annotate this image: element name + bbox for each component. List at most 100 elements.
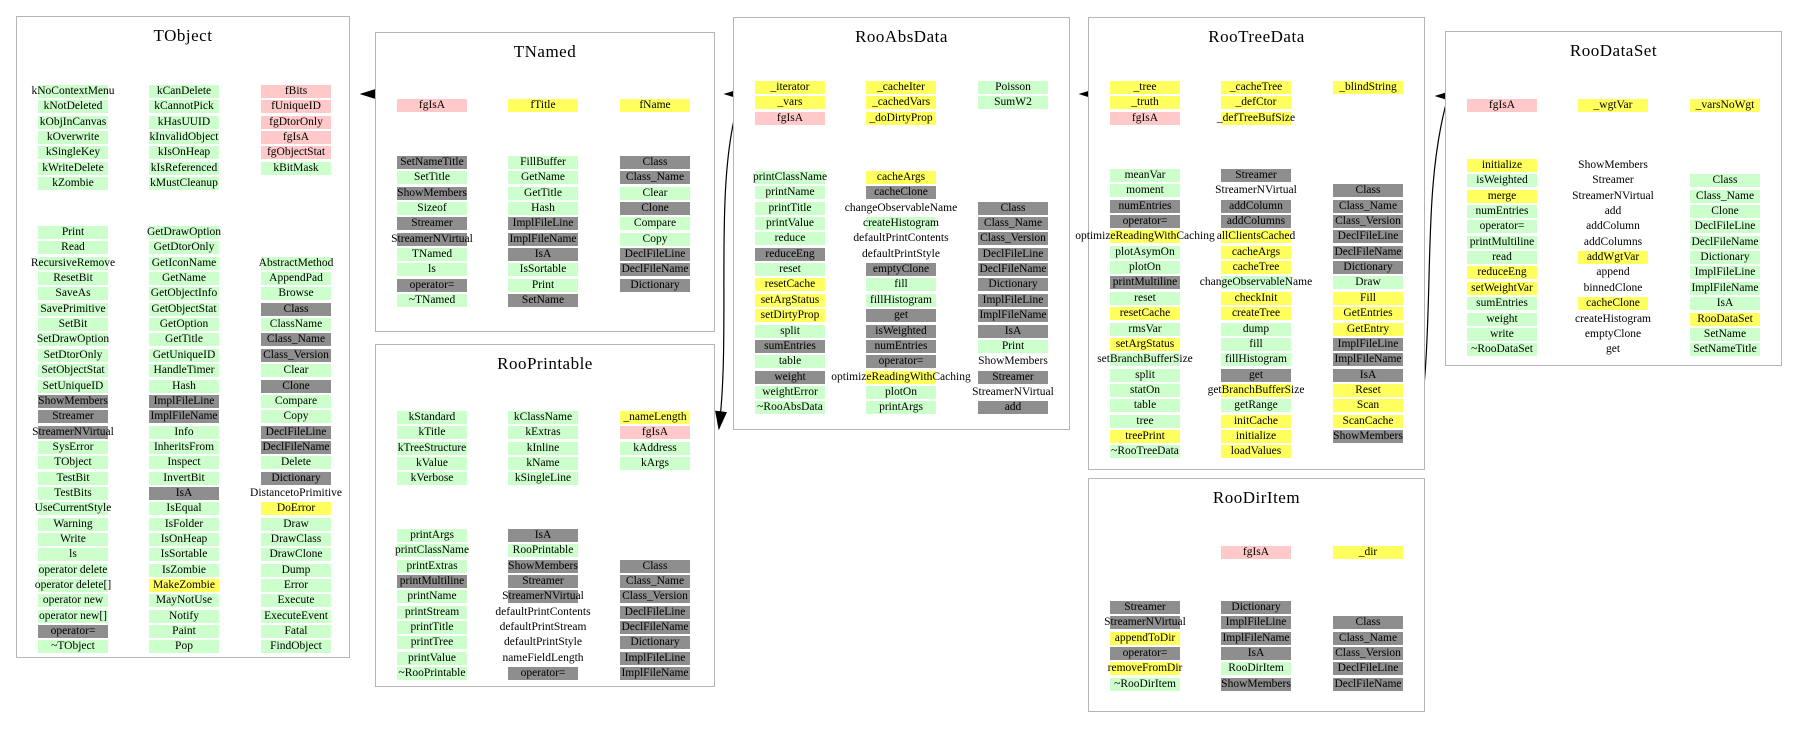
member-declfileline[interactable]: DeclFileLine — [620, 605, 690, 619]
member-printvalue[interactable]: printValue — [755, 217, 825, 231]
member-add[interactable]: add — [978, 401, 1048, 415]
member-kisonheap[interactable]: kIsOnHeap — [149, 146, 219, 160]
member-implfilename[interactable]: ImplFileName — [978, 309, 1048, 323]
member-fatal[interactable]: Fatal — [261, 625, 331, 639]
member-doerror[interactable]: DoError — [261, 502, 331, 516]
member-showmembers[interactable]: ShowMembers — [38, 394, 108, 408]
member-operator-[interactable]: operator= — [38, 625, 108, 639]
member-emptyclone[interactable]: emptyClone — [1578, 328, 1648, 341]
member-weighterror[interactable]: weightError — [755, 385, 825, 399]
member-dump[interactable]: dump — [1221, 322, 1291, 336]
member-implfileline[interactable]: ImplFileLine — [978, 293, 1048, 307]
member-dictionary[interactable]: Dictionary — [620, 278, 690, 292]
member-getname[interactable]: GetName — [149, 272, 219, 286]
member-getobjectstat[interactable]: GetObjectStat — [149, 302, 219, 316]
member-declfileline[interactable]: DeclFileLine — [1333, 662, 1403, 676]
member-clone[interactable]: Clone — [261, 379, 331, 393]
member-reduceeng[interactable]: reduceEng — [755, 247, 825, 261]
member-getdtoronly[interactable]: GetDtorOnly — [149, 241, 219, 255]
member-declfileline[interactable]: DeclFileLine — [1333, 230, 1403, 244]
member-operator-new[interactable]: operator new — [38, 594, 108, 608]
member-ksinglekey[interactable]: kSingleKey — [38, 146, 108, 160]
member-showmembers[interactable]: ShowMembers — [508, 559, 578, 573]
member-roodiritem[interactable]: RooDirItem — [1221, 662, 1291, 676]
member-printmultiline[interactable]: printMultiline — [397, 575, 467, 589]
member-kclassname[interactable]: kClassName — [508, 411, 578, 424]
member-setbit[interactable]: SetBit — [38, 318, 108, 332]
member-removefromdir[interactable]: removeFromDir — [1108, 662, 1182, 676]
member-fgisa[interactable]: fgIsA — [620, 426, 690, 440]
member-isweighted[interactable]: isWeighted — [866, 324, 936, 338]
member-class_version[interactable]: Class_Version — [620, 590, 690, 604]
member-fill[interactable]: fill — [1221, 337, 1291, 351]
member-_dodirtyprop[interactable]: _doDirtyProp — [866, 111, 936, 125]
member-checkinit[interactable]: checkInit — [1221, 291, 1291, 305]
member-declfilename[interactable]: DeclFileName — [1333, 245, 1403, 259]
member-setdirtyprop[interactable]: setDirtyProp — [755, 309, 825, 323]
member-ktitle[interactable]: kTitle — [397, 426, 467, 440]
member-knocontextmenu[interactable]: kNoContextMenu — [31, 85, 115, 98]
member-fbits[interactable]: fBits — [261, 85, 331, 98]
member-reset[interactable]: reset — [1110, 291, 1180, 305]
member-declfilename[interactable]: DeclFileName — [1690, 235, 1760, 249]
member-setargstatus[interactable]: setArgStatus — [755, 293, 825, 307]
member-inheritsfrom[interactable]: InheritsFrom — [149, 440, 219, 454]
member-operator-[interactable]: operator= — [866, 355, 936, 369]
member-isweighted[interactable]: isWeighted — [1467, 174, 1537, 188]
member-optimizereadingwithcaching[interactable]: optimizeReadingWithCaching — [831, 370, 971, 384]
member-clone[interactable]: Clone — [1690, 205, 1760, 219]
member-operator-[interactable]: operator= — [397, 278, 467, 292]
member-dictionary[interactable]: Dictionary — [1221, 601, 1291, 614]
member-setdrawoption[interactable]: SetDrawOption — [37, 333, 109, 347]
member-split[interactable]: split — [755, 324, 825, 338]
member-resetbit[interactable]: ResetBit — [38, 272, 108, 286]
member-reduce[interactable]: reduce — [755, 232, 825, 246]
member-saveas[interactable]: SaveAs — [38, 287, 108, 301]
member-operator-delete-[interactable]: operator delete[] — [35, 579, 111, 593]
member-kmustcleanup[interactable]: kMustCleanup — [149, 177, 219, 191]
member-get[interactable]: get — [1578, 343, 1648, 356]
member-declfilename[interactable]: DeclFileName — [620, 263, 690, 277]
member-table[interactable]: table — [1110, 399, 1180, 413]
member-kobjincanvas[interactable]: kObjInCanvas — [38, 115, 108, 129]
member-_namelength[interactable]: _nameLength — [620, 411, 690, 424]
member-streamernvirtual[interactable]: StreamerNVirtual — [1572, 190, 1654, 203]
member-printclassname[interactable]: printClassName — [753, 171, 827, 184]
member-isequal[interactable]: IsEqual — [149, 502, 219, 516]
member-showmembers[interactable]: ShowMembers — [1221, 677, 1291, 691]
member-geticonname[interactable]: GetIconName — [149, 256, 219, 270]
member-defaultprintstream[interactable]: defaultPrintStream — [500, 621, 587, 634]
member-addcolumns[interactable]: addColumns — [1578, 236, 1648, 249]
member-~rooabsdata[interactable]: ~RooAbsData — [755, 401, 825, 415]
member-~tobject[interactable]: ~TObject — [38, 640, 108, 654]
member-kbitmask[interactable]: kBitMask — [261, 161, 331, 175]
member-printargs[interactable]: printArgs — [866, 401, 936, 415]
member-ploton[interactable]: plotOn — [866, 385, 936, 399]
member-implfileline[interactable]: ImplFileLine — [1333, 337, 1403, 351]
member-pop[interactable]: Pop — [149, 640, 219, 654]
member-getname[interactable]: GetName — [508, 171, 578, 185]
member-warning[interactable]: Warning — [38, 517, 108, 531]
member-issortable[interactable]: IsSortable — [508, 263, 578, 277]
member-implfilename[interactable]: ImplFileName — [1690, 281, 1760, 295]
member-kinvalidobject[interactable]: kInvalidObject — [149, 131, 219, 145]
member-findobject[interactable]: FindObject — [261, 640, 331, 654]
member-declfilename[interactable]: DeclFileName — [978, 263, 1048, 277]
member-defaultprintcontents[interactable]: defaultPrintContents — [853, 232, 948, 245]
member-printname[interactable]: printName — [397, 590, 467, 604]
member-setargstatus[interactable]: setArgStatus — [1110, 337, 1180, 351]
member-handletimer[interactable]: HandleTimer — [149, 364, 219, 378]
member-moment[interactable]: moment — [1110, 184, 1180, 198]
member-setdtoronly[interactable]: SetDtorOnly — [38, 348, 108, 362]
member-numentries[interactable]: numEntries — [1467, 205, 1537, 219]
member-class[interactable]: Class — [1690, 174, 1760, 188]
class-title-roodiritem[interactable]: RooDirItem — [1212, 488, 1301, 507]
member-implfileline[interactable]: ImplFileLine — [149, 394, 219, 408]
member-showmembers[interactable]: ShowMembers — [1333, 429, 1403, 443]
member-class[interactable]: Class — [261, 302, 331, 316]
member-streamernvirtual[interactable]: StreamerNVirtual — [32, 425, 114, 439]
member-read[interactable]: read — [1467, 251, 1537, 265]
member-scan[interactable]: Scan — [1333, 399, 1403, 413]
member-browse[interactable]: Browse — [261, 287, 331, 301]
member-printextras[interactable]: printExtras — [397, 559, 467, 573]
